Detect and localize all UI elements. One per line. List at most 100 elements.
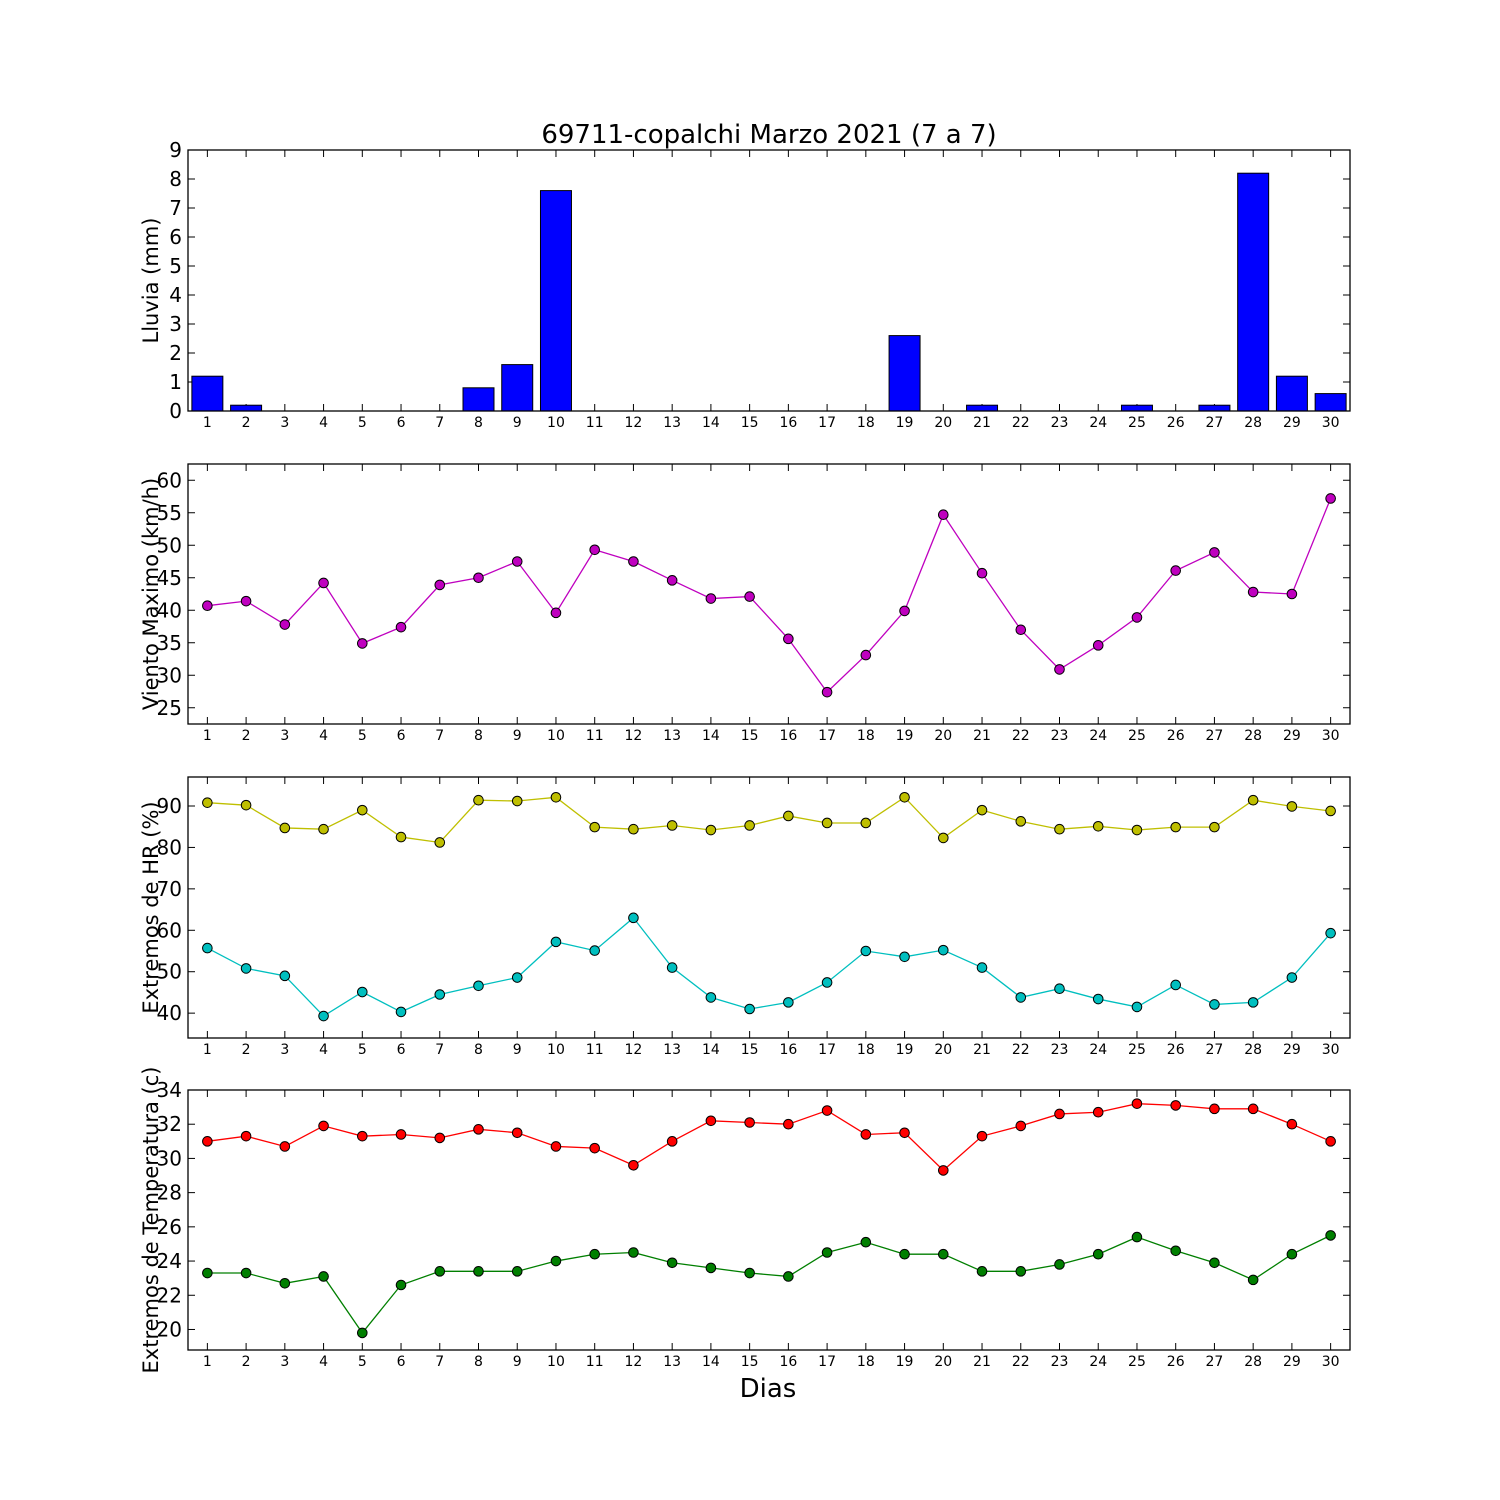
data-point [666, 820, 678, 831]
data-point [628, 1247, 639, 1258]
bar [539, 190, 572, 412]
axes-frame [187, 149, 1351, 412]
data-point [1131, 1098, 1143, 1109]
x-tick-label: 30 [1322, 1042, 1340, 1058]
x-tick-label: 2 [242, 415, 251, 431]
y-tick-label: 0 [169, 399, 182, 423]
data-point [744, 820, 755, 831]
data-point [938, 509, 949, 521]
data-point [1286, 801, 1298, 812]
data-point [202, 1136, 213, 1147]
data-point [395, 831, 407, 843]
x-tick-label: 30 [1322, 415, 1340, 431]
data-point [1286, 588, 1298, 600]
data-point [1247, 1103, 1259, 1115]
x-tick-label: 11 [586, 1042, 604, 1058]
bar [966, 404, 999, 412]
data-point [666, 962, 678, 973]
data-point [395, 1129, 407, 1140]
data-point [202, 797, 213, 808]
x-tick-label: 13 [663, 415, 681, 431]
bar [888, 335, 921, 412]
data-point [705, 1115, 717, 1127]
x-tick-label: 26 [1167, 1042, 1185, 1058]
data-point [473, 572, 484, 584]
x-tick-label: 25 [1128, 728, 1146, 744]
data-point [1131, 824, 1143, 836]
data-point [1286, 1118, 1298, 1130]
y-tick-label: 20 [157, 1317, 182, 1341]
x-tick-label: 9 [513, 1042, 522, 1058]
data-point [744, 1003, 755, 1015]
x-tick-label: 25 [1128, 1354, 1146, 1370]
x-tick-label: 1 [203, 728, 212, 744]
x-tick-label: 26 [1167, 415, 1185, 431]
data-point [1131, 1231, 1143, 1243]
bar [1120, 404, 1153, 412]
data-point [1325, 805, 1336, 817]
data-point [240, 799, 252, 811]
x-tick-label: 1 [203, 1354, 212, 1370]
data-point [938, 944, 949, 956]
x-tick-label: 13 [663, 1042, 681, 1058]
x-tick-label: 9 [513, 728, 522, 744]
bar [1198, 404, 1231, 412]
data-point [976, 567, 988, 579]
x-tick-label: 4 [319, 728, 328, 744]
x-tick-label: 20 [934, 1354, 952, 1370]
data-point [899, 951, 910, 963]
data-point [357, 804, 368, 816]
x-tick-label: 6 [397, 415, 406, 431]
data-point [1131, 1001, 1143, 1013]
data-point [821, 686, 833, 698]
y-tick-label: 6 [169, 225, 182, 249]
x-tick-label: 8 [474, 728, 483, 744]
data-point [1054, 823, 1065, 835]
data-point [473, 1124, 484, 1135]
x-tick-label: 18 [857, 415, 875, 431]
x-tick-label: 4 [319, 415, 328, 431]
y-axis-label: Viento Maximo (km/h) [139, 478, 163, 710]
x-tick-label: 12 [625, 415, 643, 431]
data-point [279, 619, 291, 630]
data-point [434, 1132, 446, 1144]
data-point [628, 823, 639, 835]
data-point [1015, 1266, 1027, 1277]
x-tick-label: 29 [1283, 728, 1301, 744]
data-point [860, 1236, 872, 1248]
data-point [511, 795, 523, 807]
data-point [628, 912, 639, 924]
data-point [1170, 1100, 1181, 1111]
x-tick-label: 14 [702, 1042, 720, 1058]
x-tick-label: 20 [934, 1042, 952, 1058]
x-tick-label: 28 [1244, 1354, 1262, 1370]
plot-area [188, 777, 1350, 1038]
data-point [1054, 664, 1065, 675]
data-point [318, 577, 329, 589]
bar [191, 375, 224, 412]
x-tick-label: 20 [934, 728, 952, 744]
y-axis-label: Lluvia (mm) [139, 218, 163, 344]
data-point [860, 649, 872, 661]
x-tick-label: 1 [203, 415, 212, 431]
x-tick-label: 24 [1089, 728, 1107, 744]
x-tick-label: 23 [1051, 1042, 1069, 1058]
x-tick-label: 17 [818, 1354, 836, 1370]
x-tick-label: 16 [779, 728, 797, 744]
plot-area [188, 464, 1350, 724]
y-tick-label: 35 [157, 631, 182, 655]
x-tick-label: 23 [1051, 728, 1069, 744]
x-tick-label: 28 [1244, 1042, 1262, 1058]
series-line-2 [207, 916, 1332, 1017]
data-point [628, 556, 639, 567]
data-point [589, 945, 601, 956]
x-tick-label: 20 [934, 415, 952, 431]
series-line-1 [207, 498, 1332, 694]
data-point [1054, 1259, 1065, 1270]
axes-frame [187, 1089, 1351, 1351]
y-tick-label: 9 [169, 138, 182, 162]
